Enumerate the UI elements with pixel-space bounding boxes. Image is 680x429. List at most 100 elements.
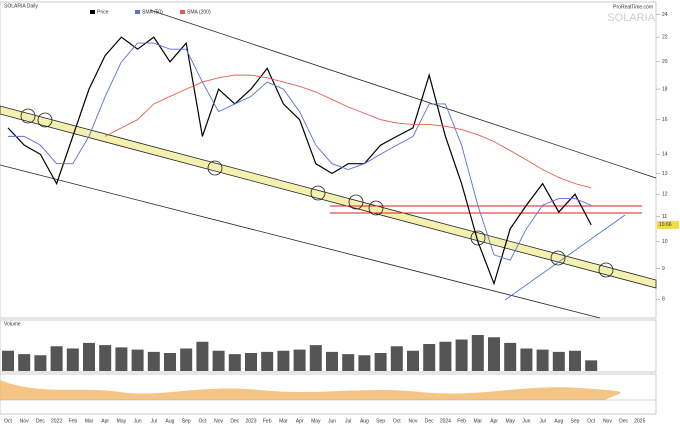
oscillator-area <box>0 380 621 400</box>
volume-bar <box>66 348 79 371</box>
channel-top <box>149 9 657 179</box>
x-tick-label: Jun <box>522 418 530 424</box>
x-tick-label: Apr <box>296 418 304 424</box>
x-tick-label: Dec <box>619 418 628 424</box>
watermark: SOLARIA <box>607 12 655 24</box>
volume-bar <box>374 353 387 371</box>
support-band <box>0 105 657 289</box>
x-tick-label: Nov <box>409 418 418 424</box>
volume-bar <box>83 342 95 371</box>
y-tick-label: 24 <box>662 12 668 18</box>
y-tick-label: 14 <box>662 152 668 158</box>
volume-bar <box>455 339 468 371</box>
x-tick-label: Jun <box>328 418 336 424</box>
volume-label: Volume <box>4 321 21 327</box>
volume-bar <box>261 351 274 371</box>
y-tick-label: 22 <box>662 34 668 40</box>
volume-bar <box>536 349 549 371</box>
touch-circles <box>20 108 614 278</box>
volume-bar <box>180 348 193 371</box>
price-panel <box>0 1 657 319</box>
x-tick-label: Jul <box>151 418 157 424</box>
x-tick-label: Apr <box>490 418 498 424</box>
y-tick-label: 16 <box>662 117 668 123</box>
series-line <box>8 42 592 261</box>
x-tick-label: 2024 <box>440 418 451 424</box>
channel-bottom <box>0 164 601 319</box>
legend-label: SMA (200) <box>187 9 211 15</box>
volume-bar <box>520 348 533 371</box>
x-tick-label: Apr <box>101 418 109 424</box>
series-line <box>7 36 592 286</box>
x-tick-label: May <box>505 418 515 424</box>
volume-bar <box>423 344 436 371</box>
volume-bar <box>245 353 257 371</box>
x-tick-label: Nov <box>603 418 612 424</box>
legend-swatch <box>90 10 95 14</box>
x-tick-label: Jul <box>345 418 351 424</box>
x-tick-label: Oct <box>393 418 401 424</box>
volume-bar <box>471 335 484 371</box>
volume-bar <box>390 346 403 371</box>
x-tick-label: Jul <box>539 418 545 424</box>
volume-bar <box>50 346 63 371</box>
y-tick-label: 18 <box>662 86 668 92</box>
y-tick-label: 20 <box>662 59 668 65</box>
y-tick-label: 13 <box>662 171 668 177</box>
legend-swatch <box>135 10 140 14</box>
chart-title: SOLARIA Daily <box>4 3 38 9</box>
volume-bar <box>147 351 160 371</box>
y-tick-label: 11 <box>662 214 667 220</box>
y-tick-label: 8 <box>662 297 665 303</box>
volume-bar <box>407 350 419 371</box>
volume-bar <box>309 345 322 371</box>
x-tick-label: Mar <box>85 418 94 424</box>
x-tick-label: Nov <box>214 418 223 424</box>
volume-bar <box>115 347 128 371</box>
volume-bar <box>2 350 14 371</box>
x-tick-label: Oct <box>199 418 207 424</box>
x-tick-label: Sep <box>571 418 580 424</box>
x-tick-label: Feb <box>457 418 466 424</box>
last-price-box <box>657 220 679 229</box>
volume-bar <box>293 349 306 371</box>
x-tick-label: Jun <box>134 418 142 424</box>
x-tick-label: Feb <box>263 418 272 424</box>
y-tick-label: 10 <box>662 239 668 245</box>
x-tick-label: Nov <box>20 418 29 424</box>
x-tick-label: May <box>311 418 321 424</box>
source: ProRealTime.com <box>613 4 653 10</box>
legend-swatch <box>180 10 185 14</box>
volume-bar <box>326 351 338 371</box>
y-tick-label: 9 <box>662 266 665 272</box>
x-tick-label: Oct <box>587 418 595 424</box>
volume-bar <box>569 350 581 371</box>
x-tick-label: Dec <box>230 418 239 424</box>
x-tick-label: Aug <box>166 418 175 424</box>
x-tick-label: Sep <box>182 418 191 424</box>
x-tick-label: 2022 <box>51 418 62 424</box>
volume-bar <box>358 355 371 371</box>
volume-bar <box>488 337 500 371</box>
volume-bar <box>164 353 176 371</box>
x-tick-label: 2025 <box>634 418 645 424</box>
last-price-label: 10.66 <box>659 222 672 228</box>
volume-bar <box>585 360 598 371</box>
x-tick-label: Mar <box>279 418 288 424</box>
volume-bar <box>196 341 209 371</box>
volume-bar <box>277 350 290 371</box>
x-tick-label: Aug <box>360 418 369 424</box>
x-tick-label: Dec <box>425 418 434 424</box>
legend-label: Price <box>97 9 109 15</box>
x-tick-label: Aug <box>554 418 563 424</box>
x-tick-label: Sep <box>376 418 385 424</box>
volume-bar <box>99 345 112 371</box>
y-tick-label: 12 <box>662 192 668 198</box>
volume-bar <box>228 354 241 371</box>
x-tick-label: Feb <box>68 418 77 424</box>
x-tick-label: Oct <box>4 418 12 424</box>
volume-bar <box>18 354 31 371</box>
volume-bar <box>504 342 517 371</box>
volume-bar <box>212 350 225 371</box>
